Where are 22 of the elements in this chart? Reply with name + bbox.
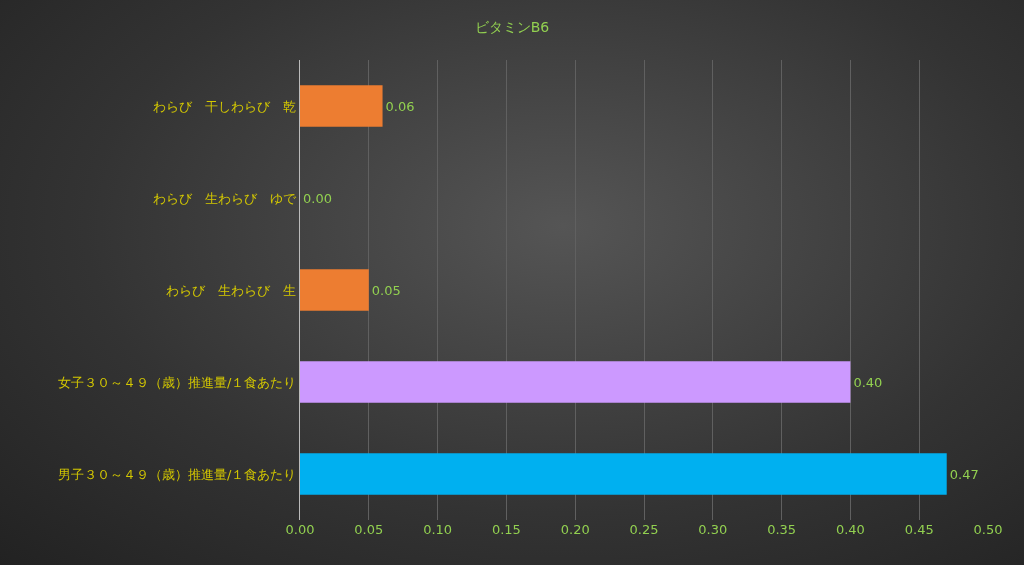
data-label: 0.05 xyxy=(371,282,401,298)
chart-title: ビタミンB6 xyxy=(474,19,550,36)
data-label: 0.40 xyxy=(853,374,883,390)
data-label: 0.47 xyxy=(949,466,979,482)
y-tick-label: 女子３０～４９（歳）推進量/１食あたり xyxy=(58,374,297,390)
x-tick-label: 0.35 xyxy=(767,522,797,537)
data-label: 0.06 xyxy=(385,98,415,114)
x-tick-label: 0.40 xyxy=(835,522,865,537)
x-tick-label: 0.45 xyxy=(904,522,934,537)
data-label: 0.00 xyxy=(303,190,332,206)
x-tick-label: 0.00 xyxy=(285,522,315,537)
x-tick-label: 0.50 xyxy=(973,522,1003,537)
x-tick-label: 0.10 xyxy=(423,522,453,537)
y-tick-label: 男子３０～４９（歳）推進量/１食あたり xyxy=(58,466,297,482)
x-tick-label: 0.05 xyxy=(354,522,384,537)
x-tick-label: 0.20 xyxy=(560,522,590,537)
y-tick-label: わらび 干しわらび 乾 xyxy=(153,98,297,114)
y-tick-label: わらび 生わらび ゆで xyxy=(153,190,298,206)
x-tick-label: 0.30 xyxy=(698,522,728,537)
y-tick-label: わらび 生わらび 生 xyxy=(166,282,297,298)
x-tick-label: 0.25 xyxy=(629,522,659,537)
x-tick-label: 0.15 xyxy=(491,522,521,537)
